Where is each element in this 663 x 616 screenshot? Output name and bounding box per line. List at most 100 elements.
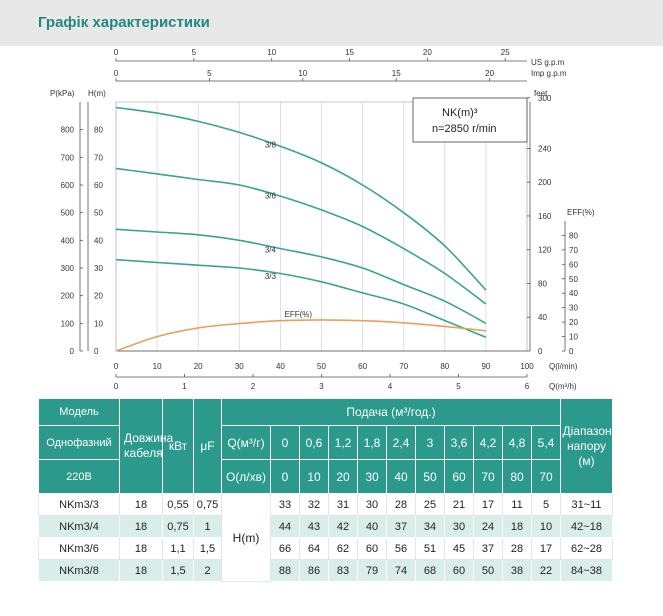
axis-unit-us: US g.p.m	[531, 58, 565, 67]
tick-label-imp: 5	[207, 69, 212, 78]
tick-label-kpa: 300	[61, 264, 75, 273]
row-head: 10	[531, 515, 561, 538]
tick-label-m3h: 5	[456, 382, 461, 391]
row-head: 31	[328, 493, 358, 516]
row-head: 18	[502, 515, 532, 538]
tick-label-m3h: 6	[525, 382, 530, 391]
tick-label-eff: 80	[569, 231, 578, 240]
voltage-label: 220В	[38, 459, 120, 494]
tick-label-feet: 120	[538, 246, 552, 255]
q-lmin-label: O(л/хв)	[221, 459, 271, 494]
tick-label-eff: 60	[569, 260, 578, 269]
row-range: 42~18	[560, 515, 613, 538]
tick-label-lmin: 30	[235, 362, 244, 371]
q-lmin-value: 80	[502, 459, 532, 494]
head-curve	[115, 258, 487, 338]
efficiency-curve	[115, 319, 486, 352]
row-head: 28	[386, 493, 416, 516]
header-flow: Подача (м³/год.)	[221, 398, 561, 426]
tick-label-lmin: 70	[399, 362, 408, 371]
q-m3h-label: Q(м³/г)	[221, 425, 271, 460]
header-model: Модель	[38, 398, 120, 426]
row-head: 30	[444, 515, 474, 538]
tick-label-eff: 30	[569, 304, 578, 313]
row-head: 38	[502, 559, 532, 582]
row-head: 79	[357, 559, 387, 582]
tick-label-feet: 200	[538, 178, 552, 187]
tick-label-feet: 240	[538, 144, 552, 153]
tick-label-us: 20	[423, 48, 432, 57]
q-lmin-value: 50	[415, 459, 445, 494]
q-m3h-value: 1,8	[357, 425, 387, 460]
row-head: 33	[270, 493, 300, 516]
row-cable: 18	[119, 559, 163, 582]
row-uf: 2	[193, 559, 222, 582]
curve-label: 3/3	[265, 272, 277, 281]
tick-label-eff: 50	[569, 275, 578, 284]
axis-unit-imp: Imp g.p.m	[531, 69, 567, 78]
q-lmin-value: 70	[531, 459, 561, 494]
row-kw: 0,75	[162, 515, 194, 538]
row-head: 62	[328, 537, 358, 560]
row-head: 60	[444, 559, 474, 582]
q-m3h-value: 3,6	[444, 425, 474, 460]
curve-label: 3/6	[265, 192, 277, 201]
axis-unit-m: H(m)	[88, 89, 106, 98]
tick-label-m: 70	[94, 153, 103, 162]
row-head: 44	[270, 515, 300, 538]
row-head: 51	[415, 537, 445, 560]
tick-label-imp: 20	[485, 69, 494, 78]
tick-label-kpa: 100	[61, 319, 75, 328]
row-model: NKm3/4	[38, 515, 120, 538]
tick-label-m3h: 0	[114, 382, 119, 391]
q-lmin-value: 70	[473, 459, 503, 494]
row-head: 22	[531, 559, 561, 582]
row-head: 86	[299, 559, 329, 582]
row-head: 34	[415, 515, 445, 538]
q-m3h-value: 4,8	[502, 425, 532, 460]
tick-label-m: 10	[94, 319, 103, 328]
tick-label-lmin: 90	[481, 362, 490, 371]
q-lmin-value: 40	[386, 459, 416, 494]
row-head: 83	[328, 559, 358, 582]
tick-label-lmin: 80	[440, 362, 449, 371]
tick-label-imp: 10	[298, 69, 307, 78]
row-head: 42	[328, 515, 358, 538]
row-head: 24	[473, 515, 503, 538]
tick-label-eff: 70	[569, 246, 578, 255]
curve-label: 3/4	[265, 245, 277, 254]
tick-label-lmin: 20	[194, 362, 203, 371]
row-head: 50	[473, 559, 503, 582]
q-lmin-value: 30	[357, 459, 387, 494]
tick-label-m3h: 2	[251, 382, 256, 391]
chart-grid	[115, 101, 528, 352]
tick-label-lmin: 40	[276, 362, 285, 371]
header-uf: μF	[193, 398, 222, 494]
tick-label-kpa: 800	[61, 126, 75, 135]
tick-label-m: 60	[94, 181, 103, 190]
row-uf: 1	[193, 515, 222, 538]
tick-label-kpa: 400	[61, 236, 75, 245]
row-head: 60	[357, 537, 387, 560]
tick-label-lmin: 50	[317, 362, 326, 371]
head-curve	[115, 167, 487, 305]
q-m3h-value: 3	[415, 425, 445, 460]
row-head: 5	[531, 493, 561, 516]
q-m3h-value: 4,2	[473, 425, 503, 460]
tick-label-m: 50	[94, 209, 103, 218]
tick-label-eff: 40	[569, 289, 578, 298]
row-uf: 1,5	[193, 537, 222, 560]
row-kw: 1,1	[162, 537, 194, 560]
axis-unit-feet: feet	[534, 89, 548, 98]
tick-label-feet: 160	[538, 212, 552, 221]
row-head: 88	[270, 559, 300, 582]
header-range: Діапазон напору (м)	[560, 398, 613, 494]
tick-label-kpa: 700	[61, 153, 75, 162]
tick-label-lmin: 10	[153, 362, 162, 371]
row-head: 56	[386, 537, 416, 560]
eff-curve-label: EFF(%)	[285, 310, 313, 319]
q-lmin-value: 20	[328, 459, 358, 494]
row-head: 32	[299, 493, 329, 516]
head-curve	[115, 228, 487, 325]
row-model: NKm3/3	[38, 493, 120, 516]
